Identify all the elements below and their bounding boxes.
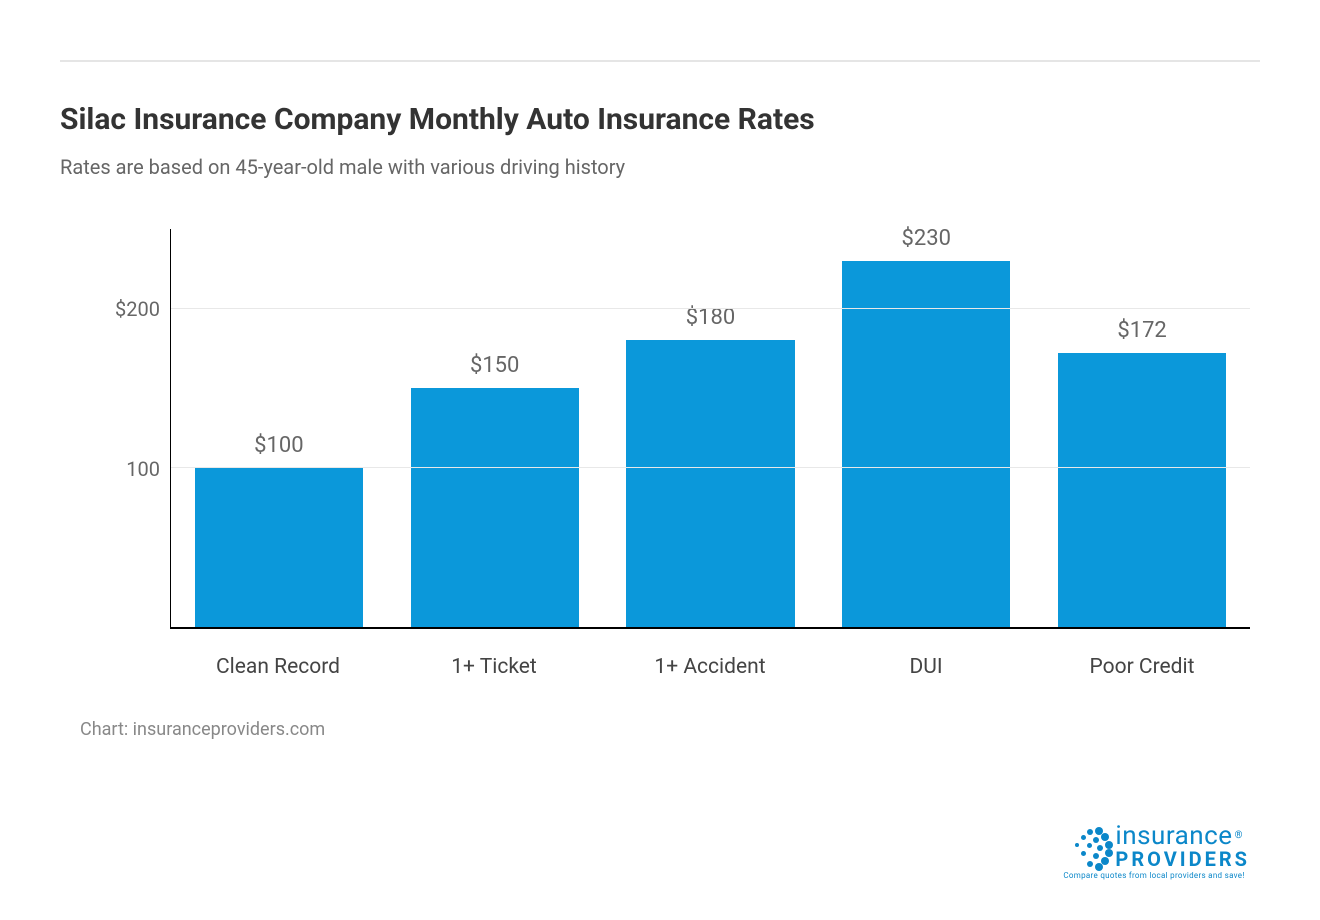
bar-slot: $150 [387, 229, 603, 627]
ytick-label: 100 [90, 457, 160, 481]
bar-value-label: $180 [686, 305, 735, 330]
bar-value-label: $100 [254, 433, 303, 458]
gridline [171, 308, 1250, 309]
brand-logo: insurance® PROVIDERS Compare quotes from… [1063, 823, 1250, 880]
logo-tagline: Compare quotes from local providers and … [1063, 871, 1250, 880]
chart-container: Silac Insurance Company Monthly Auto Ins… [0, 0, 1320, 740]
chart-area: $100 $150 $180 $230 $172 Clean Record1+ Tick… [80, 229, 1250, 689]
bar-slot: $100 [171, 229, 387, 627]
bar-value-label: $150 [470, 353, 519, 378]
gridline [171, 467, 1250, 468]
logo-word-providers: PROVIDERS [1115, 847, 1250, 871]
bars-group: $100 $150 $180 $230 $172 [171, 229, 1250, 627]
xlabel: 1+ Accident [602, 639, 818, 689]
logo-dots-icon [1063, 823, 1109, 869]
xlabels-group: Clean Record1+ Ticket1+ AccidentDUIPoor … [170, 639, 1250, 689]
bar: $230 [842, 261, 1010, 627]
bar-slot: $180 [603, 229, 819, 627]
plot-area: $100 $150 $180 $230 $172 [170, 229, 1250, 629]
xlabel: DUI [818, 639, 1034, 689]
xlabel: Clean Record [170, 639, 386, 689]
bar-slot: $230 [818, 229, 1034, 627]
logo-text: insurance® PROVIDERS [1115, 823, 1250, 869]
bar: $180 [626, 340, 794, 627]
bar-value-label: $230 [902, 226, 951, 251]
xlabel: Poor Credit [1034, 639, 1250, 689]
xlabel: 1+ Ticket [386, 639, 602, 689]
top-divider [60, 60, 1260, 62]
ytick-label: $200 [90, 297, 160, 321]
bar-value-label: $172 [1117, 318, 1166, 343]
bar: $172 [1058, 353, 1226, 627]
logo-registered-icon: ® [1235, 830, 1243, 841]
bar: $100 [195, 468, 363, 627]
chart-credit: Chart: insuranceproviders.com [80, 719, 1260, 740]
bar: $150 [411, 388, 579, 627]
logo-main: insurance® PROVIDERS [1063, 823, 1250, 869]
chart-title: Silac Insurance Company Monthly Auto Ins… [60, 102, 1260, 137]
bar-slot: $172 [1034, 229, 1250, 627]
chart-subtitle: Rates are based on 45-year-old male with… [60, 155, 1260, 179]
